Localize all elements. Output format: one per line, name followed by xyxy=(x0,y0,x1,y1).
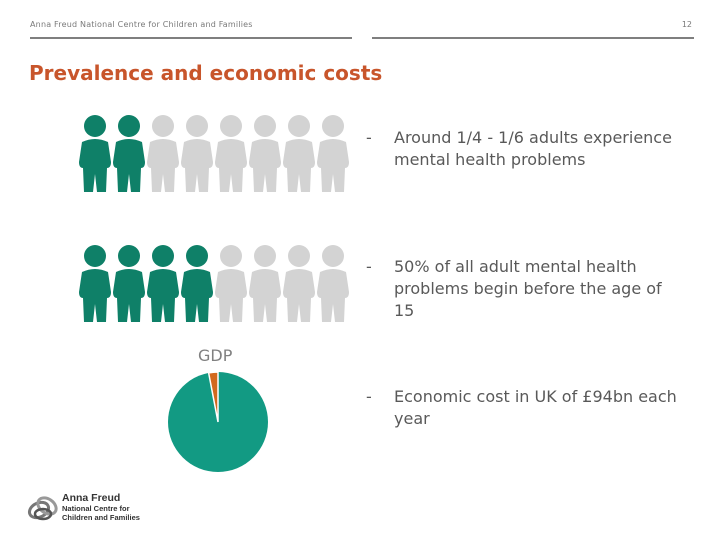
person-icon-highlighted xyxy=(181,245,213,322)
gdp-label: GDP xyxy=(198,346,233,365)
anna-freud-logo: Anna Freud National Centre for Children … xyxy=(26,490,140,524)
bullet-text: Around 1/4 - 1/6 adults experience menta… xyxy=(394,128,672,169)
bullet-text: 50% of all adult mental health problems … xyxy=(394,257,662,320)
page-number: 12 xyxy=(681,20,692,29)
bullet-dash: - xyxy=(366,387,372,406)
gdp-pie-slice xyxy=(207,372,219,423)
logo-name: Anna Freud xyxy=(62,492,121,504)
person-icon xyxy=(317,115,349,192)
person-icon xyxy=(249,115,281,192)
bullet-prevalence: - Around 1/4 - 1/6 adults experience men… xyxy=(366,127,686,171)
person-icon-highlighted xyxy=(79,245,111,322)
people-row-adults xyxy=(78,114,350,194)
header-organisation: Anna Freud National Centre for Children … xyxy=(30,20,253,29)
slide-title: Prevalence and economic costs xyxy=(29,61,383,85)
person-icon xyxy=(283,115,315,192)
header-divider-right xyxy=(372,37,694,39)
bullet-dash: - xyxy=(366,257,372,276)
logo-line-2: Children and Families xyxy=(62,513,140,522)
logo-line-1: National Centre for xyxy=(62,504,130,513)
person-icon xyxy=(215,245,247,322)
gdp-pie-chart xyxy=(168,372,268,472)
person-icon-highlighted xyxy=(113,245,145,322)
bullet-dash: - xyxy=(366,128,372,147)
person-icon xyxy=(317,245,349,322)
people-row-age-onset xyxy=(78,244,350,324)
person-icon xyxy=(181,115,213,192)
person-icon-highlighted xyxy=(113,115,145,192)
person-icon xyxy=(215,115,247,192)
bullet-onset: - 50% of all adult mental health problem… xyxy=(366,256,686,322)
person-icon-highlighted xyxy=(79,115,111,192)
person-icon xyxy=(283,245,315,322)
header-divider-left xyxy=(30,37,352,39)
bullet-text: Economic cost in UK of £94bn each year xyxy=(394,387,677,428)
anna-freud-logo-icon xyxy=(27,496,58,521)
person-icon xyxy=(147,115,179,192)
person-icon-highlighted xyxy=(147,245,179,322)
person-icon xyxy=(249,245,281,322)
bullet-economic-cost: - Economic cost in UK of £94bn each year xyxy=(366,386,686,430)
